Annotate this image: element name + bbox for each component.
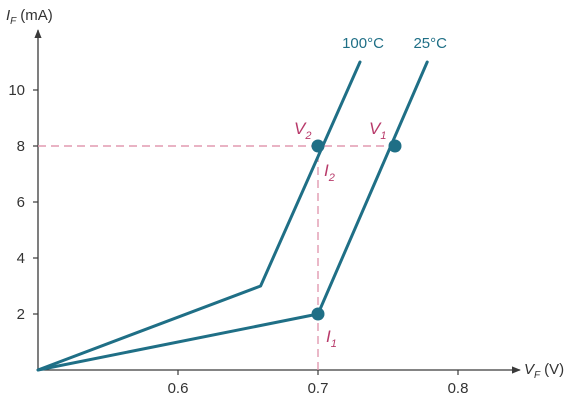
marked-points (311, 139, 402, 321)
y-axis-title-symbol: I (6, 7, 10, 24)
y-axis-title-subscript: F (10, 16, 17, 27)
x-tick-label-1: 0.7 (308, 380, 329, 397)
x-tick-label-0: 0.6 (168, 380, 189, 397)
x-axis-title-symbol: V (524, 361, 536, 378)
y-axis-title: IF (mA) (6, 7, 53, 27)
x-tick-label-2: 0.8 (448, 380, 469, 397)
series-label-1: 25°C (413, 35, 447, 52)
x-axis-title: VF (V) (524, 361, 564, 381)
point-label-1: V1 (369, 119, 386, 142)
series-lines (36, 60, 429, 372)
point-label-3: I1 (326, 327, 337, 350)
y-tick-label-4: 10 (8, 82, 25, 99)
reference-lines (38, 145, 395, 370)
x-axis-title-subscript: F (534, 370, 541, 381)
y-tick-label-0: 2 (17, 306, 25, 323)
y-tick-label-2: 6 (17, 194, 25, 211)
annotation-labels: 100°C 25°C V2 V1 I2 I1 (294, 35, 447, 350)
data-point-1 (388, 139, 402, 153)
y-axis-title-unit: (mA) (20, 7, 53, 24)
y-tick-label-3: 8 (17, 138, 25, 155)
point-label-2: I2 (324, 161, 335, 184)
y-tick-label-1: 4 (17, 250, 25, 267)
series-line-0 (36, 60, 362, 372)
x-axis-title-unit: (V) (544, 361, 564, 378)
data-point-0 (311, 139, 325, 153)
axis-ticks: 0.6 0.7 0.8 2 4 6 8 10 (8, 82, 468, 397)
data-point-3 (311, 307, 325, 321)
point-label-0: V2 (294, 119, 311, 142)
series-line-1 (36, 60, 429, 372)
series-label-0: 100°C (342, 35, 384, 52)
